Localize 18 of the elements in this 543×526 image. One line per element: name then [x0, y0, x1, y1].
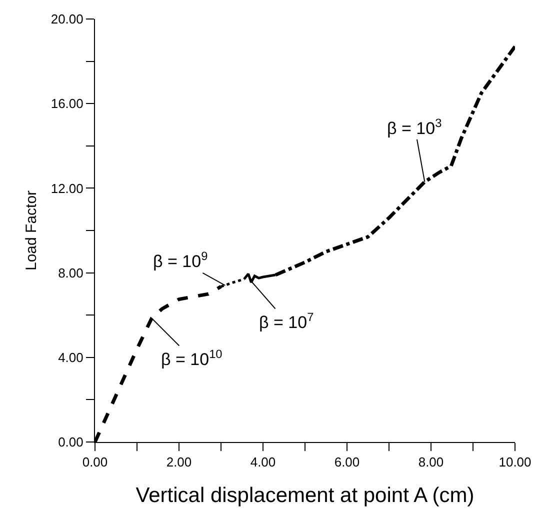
y-tick-label: 4.00 — [58, 350, 84, 365]
x-tick-label: 4.00 — [250, 454, 276, 470]
x-tick-label: 8.00 — [418, 454, 444, 470]
annotation: β = 10$^{3}$ — [387, 116, 442, 138]
y-tick-label: 8.00 — [58, 265, 84, 280]
y-axis-title: Load Factor — [23, 190, 40, 271]
y-tick-label: 20.00 — [50, 12, 84, 27]
x-tick-label: 0.00 — [82, 454, 108, 470]
y-tick-label: 12.00 — [50, 180, 84, 196]
x-tick-label: 2.00 — [166, 454, 192, 470]
annotation: β = 10$^{7}$ — [259, 310, 314, 332]
x-tick-label: 6.00 — [334, 454, 360, 470]
y-tick-label: 0.00 — [58, 434, 84, 450]
x-tick-label: 10.00 — [498, 454, 532, 470]
y-tick-label: 16.00 — [50, 96, 84, 112]
x-axis-title: Vertical displacement at point A (cm) — [136, 484, 474, 507]
annotation: β = 10$^{10}$ — [161, 347, 223, 370]
annotation: β = 10$^{9}$ — [153, 249, 208, 272]
